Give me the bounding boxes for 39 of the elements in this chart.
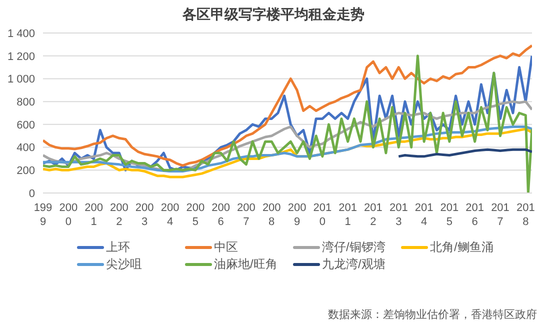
legend-label: 油麻地/旺角 (214, 256, 278, 273)
x-tick-label: 200 2 (110, 202, 128, 228)
x-tick-label: 201 6 (466, 202, 484, 228)
x-tick-label: 200 4 (160, 202, 180, 228)
x-tick-label: 201 7 (491, 202, 510, 228)
y-tick-label: 1 400 (7, 28, 35, 40)
x-tick-label: 200 9 (288, 202, 306, 228)
legend-label: 尖沙咀 (106, 256, 142, 273)
x-tick-label: 201 8 (516, 202, 535, 228)
y-tick-label: 0 (28, 188, 35, 200)
y-tick-label: 200 (16, 165, 35, 178)
chart-title: 各区甲级写字楼平均租金走势 (181, 5, 366, 24)
x-tick-label: 200 1 (84, 202, 103, 228)
x-tick-label: 201 3 (389, 202, 408, 228)
legend-label: 北角/鲗鱼涌 (430, 239, 494, 256)
source-note: 数据来源：差饷物业估价署，香港特区政府 (328, 308, 537, 322)
y-tick-label: 800 (16, 96, 35, 108)
y-tick-label: 400 (16, 142, 35, 154)
y-tick-label: 1 200 (7, 50, 35, 63)
legend-label: 上环 (106, 239, 130, 256)
x-tick-label: 200 0 (59, 202, 78, 228)
y-tick-label: 1 000 (7, 74, 35, 86)
x-tick-label: 201 0 (313, 202, 332, 228)
x-tick-label: 200 3 (135, 202, 154, 228)
x-tick-label: 201 4 (414, 202, 434, 228)
x-tick-label: 200 7 (237, 202, 256, 228)
x-tick-label: 199 9 (34, 202, 52, 228)
x-tick-label: 200 5 (186, 202, 205, 228)
line-series (43, 54, 532, 193)
x-tick-label: 200 6 (212, 202, 230, 228)
x-tick-label: 200 8 (262, 202, 281, 228)
x-tick-label: 201 5 (440, 202, 459, 228)
legend-label: 九龙湾/观塘 (322, 256, 386, 273)
x-tick-label: 201 1 (338, 202, 358, 228)
line-series (397, 148, 532, 158)
x-tick-label: 201 2 (364, 202, 382, 228)
legend-label: 湾仔/铜锣湾 (322, 239, 386, 256)
legend-label: 中区 (214, 239, 238, 256)
y-tick-label: 600 (16, 119, 35, 132)
